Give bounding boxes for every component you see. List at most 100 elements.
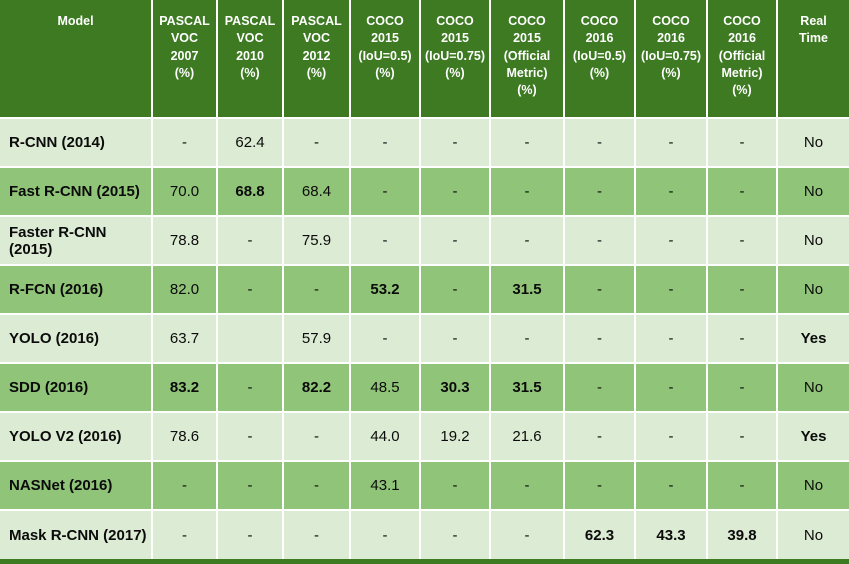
score-cell: - [349, 509, 421, 559]
score-cell: - [489, 313, 565, 364]
score-cell: - [706, 362, 778, 413]
column-header-coco-2016-official-metric: COCO 2016 (Official Metric) (%) [706, 0, 778, 119]
table-row-fast-r-cnn-2015: Fast R-CNN (2015) 70.0 68.8 68.4- - - - - - No [0, 166, 849, 217]
real-time-cell: No [776, 460, 849, 511]
column-header-pascal-voc-2007: PASCAL VOC 2007 (%) [151, 0, 218, 119]
score-cell: - [634, 362, 708, 413]
score-cell: - [349, 313, 421, 364]
score-cell: 82.2 [282, 362, 351, 413]
score-cell: - [419, 215, 491, 266]
score-cell: 68.8 [216, 166, 284, 217]
score-cell: - [634, 313, 708, 364]
score-cell: - [419, 264, 491, 315]
score-cell: - [349, 166, 421, 217]
score-cell: 19.2 [419, 411, 491, 462]
score-cell: - [489, 215, 565, 266]
model-name-cell: Fast R-CNN (2015) [0, 166, 153, 217]
score-cell: - [563, 117, 636, 168]
column-header-coco-2015-official-metric: COCO 2015 (Official Metric) (%) [489, 0, 565, 119]
table-row-mask-r-cnn-2017: Mask R-CNN (2017) - - - - - -62.3 43.3 39.8 No [0, 509, 849, 559]
model-name-cell: Mask R-CNN (2017) [0, 509, 153, 559]
score-cell: 53.2 [349, 264, 421, 315]
score-cell: 43.3 [634, 509, 708, 559]
score-cell: - [634, 460, 708, 511]
real-time-cell: No [776, 166, 849, 217]
table-body: R-CNN (2014) -62.4- - - - - - - No Fast R-CNN (20… [0, 117, 849, 559]
column-header-model: Model [0, 0, 153, 119]
score-cell: - [706, 264, 778, 315]
real-time-cell: Yes [776, 411, 849, 462]
table-bottom-border [0, 559, 849, 564]
table-row-r-cnn-2014: R-CNN (2014) -62.4- - - - - - - No [0, 117, 849, 168]
model-name-cell: NASNet (2016) [0, 460, 153, 511]
score-cell: - [489, 509, 565, 559]
score-cell: - [489, 166, 565, 217]
score-cell: 70.0 [151, 166, 218, 217]
score-cell: - [706, 411, 778, 462]
real-time-cell: No [776, 264, 849, 315]
score-cell: - [419, 117, 491, 168]
score-cell: - [634, 117, 708, 168]
table-header: Model PASCAL VOC 2007 (%) PASCAL VOC 2010 (%) PAS… [0, 0, 849, 119]
score-cell: - [216, 215, 284, 266]
column-header-coco-2015-iou-0-5: COCO 2015 (IoU=0.5) (%) [349, 0, 421, 119]
table-header-row: Model PASCAL VOC 2007 (%) PASCAL VOC 2010 (%) PAS… [0, 0, 849, 119]
score-cell: 44.0 [349, 411, 421, 462]
column-header-real-time: Real Time [776, 0, 849, 119]
score-cell: 62.4 [216, 117, 284, 168]
column-header-pascal-voc-2010: PASCAL VOC 2010 (%) [216, 0, 284, 119]
score-cell: - [634, 411, 708, 462]
score-cell: - [563, 166, 636, 217]
score-cell: - [706, 117, 778, 168]
score-cell: - [634, 166, 708, 217]
score-cell: - [216, 264, 284, 315]
column-header-pascal-voc-2012: PASCAL VOC 2012 (%) [282, 0, 351, 119]
score-cell: - [706, 313, 778, 364]
score-cell: 48.5 [349, 362, 421, 413]
score-cell: - [563, 313, 636, 364]
score-cell: - [282, 117, 351, 168]
score-cell: 21.6 [489, 411, 565, 462]
real-time-cell: No [776, 117, 849, 168]
table-row-yolo-2016: YOLO (2016) 63.7 57.9- - - - - - Yes [0, 313, 849, 364]
real-time-cell: No [776, 362, 849, 413]
score-cell: - [349, 215, 421, 266]
score-cell: - [489, 117, 565, 168]
score-cell: 31.5 [489, 362, 565, 413]
score-cell: - [349, 117, 421, 168]
score-cell: - [419, 313, 491, 364]
score-cell: - [282, 509, 351, 559]
score-cell: - [563, 460, 636, 511]
score-cell: 57.9 [282, 313, 351, 364]
table-row-faster-r-cnn-2015: Faster R-CNN (2015) 78.8-75.9- - - - - - No [0, 215, 849, 266]
score-cell: 68.4 [282, 166, 351, 217]
model-name-cell: R-CNN (2014) [0, 117, 153, 168]
score-cell: - [419, 166, 491, 217]
score-cell: - [634, 264, 708, 315]
score-cell: 75.9 [282, 215, 351, 266]
real-time-cell: No [776, 509, 849, 559]
model-name-cell: SDD (2016) [0, 362, 153, 413]
score-cell: - [216, 509, 284, 559]
score-cell: 31.5 [489, 264, 565, 315]
score-cell: - [282, 264, 351, 315]
score-cell: - [151, 509, 218, 559]
model-name-cell: R-FCN (2016) [0, 264, 153, 315]
table-row-nasnet-2016: NASNet (2016) - - -43.1- - - - - No [0, 460, 849, 511]
score-cell: - [419, 509, 491, 559]
score-cell: 78.6 [151, 411, 218, 462]
score-cell: 39.8 [706, 509, 778, 559]
column-header-coco-2016-iou-0-5: COCO 2016 (IoU=0.5) (%) [563, 0, 636, 119]
score-cell: - [282, 460, 351, 511]
score-cell: - [419, 460, 491, 511]
model-name-cell: YOLO (2016) [0, 313, 153, 364]
score-cell: 83.2 [151, 362, 218, 413]
score-cell: - [151, 117, 218, 168]
score-cell: 82.0 [151, 264, 218, 315]
score-cell: - [282, 411, 351, 462]
score-cell: - [706, 460, 778, 511]
score-cell: 43.1 [349, 460, 421, 511]
score-cell: 30.3 [419, 362, 491, 413]
